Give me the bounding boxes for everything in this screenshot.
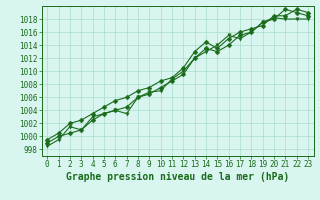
X-axis label: Graphe pression niveau de la mer (hPa): Graphe pression niveau de la mer (hPa): [66, 172, 289, 182]
